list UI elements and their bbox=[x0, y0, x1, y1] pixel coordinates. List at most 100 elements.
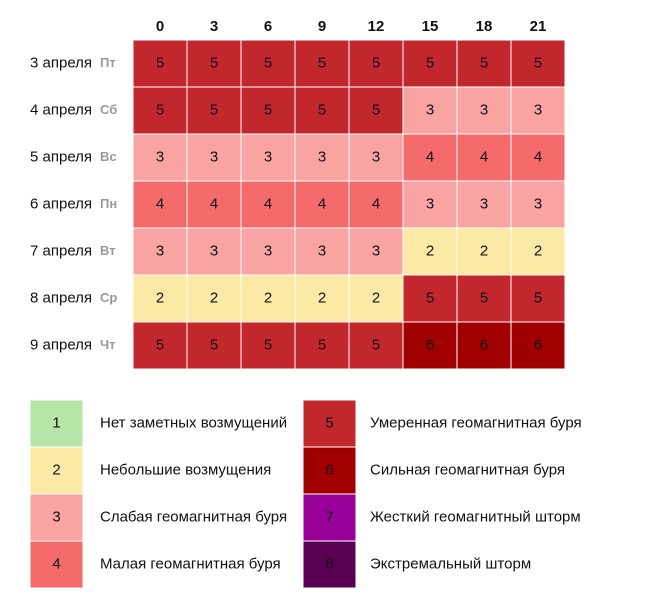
cell-value: 2 bbox=[480, 242, 488, 259]
row-date: 9 апреля bbox=[30, 336, 92, 353]
cell-value: 5 bbox=[318, 336, 326, 353]
legend-value: 7 bbox=[325, 508, 333, 525]
row-date: 8 апреля bbox=[30, 289, 92, 306]
cell-value: 2 bbox=[156, 289, 164, 306]
legend-label: Нет заметных возмущений bbox=[100, 414, 287, 431]
heat-cell bbox=[348, 321, 404, 370]
heat-cell bbox=[240, 133, 296, 182]
cell-value: 5 bbox=[534, 289, 542, 306]
cell-value: 4 bbox=[156, 195, 164, 212]
column-header: 12 bbox=[368, 18, 385, 35]
heat-cell bbox=[132, 133, 188, 182]
legend-label: Умеренная геомагнитная буря bbox=[370, 414, 582, 431]
cell-value: 3 bbox=[210, 242, 218, 259]
row-weekday: Чт bbox=[100, 337, 116, 352]
cell-value: 5 bbox=[426, 289, 434, 306]
cell-value: 5 bbox=[372, 54, 380, 71]
cell-value: 5 bbox=[156, 101, 164, 118]
cell-value: 4 bbox=[264, 195, 272, 212]
column-header: 15 bbox=[422, 18, 439, 35]
heat-cell bbox=[132, 39, 188, 88]
heat-cell bbox=[510, 227, 566, 276]
cell-value: 5 bbox=[480, 54, 488, 71]
heat-cell bbox=[456, 274, 512, 323]
cell-value: 4 bbox=[480, 148, 488, 165]
heat-cell bbox=[132, 321, 188, 370]
heat-cell bbox=[348, 180, 404, 229]
cell-value: 2 bbox=[318, 289, 326, 306]
row-date: 7 апреля bbox=[30, 242, 92, 259]
cell-value: 3 bbox=[264, 242, 272, 259]
cell-value: 3 bbox=[372, 242, 380, 259]
legend-value: 4 bbox=[52, 555, 60, 572]
legend-value: 3 bbox=[52, 508, 60, 525]
cell-value: 2 bbox=[534, 242, 542, 259]
cell-value: 5 bbox=[480, 289, 488, 306]
cell-value: 3 bbox=[210, 148, 218, 165]
heat-cell bbox=[402, 86, 458, 135]
heat-cell bbox=[186, 39, 242, 88]
cell-value: 3 bbox=[264, 148, 272, 165]
heat-cell bbox=[402, 274, 458, 323]
heat-cell bbox=[240, 274, 296, 323]
column-header: 18 bbox=[476, 18, 493, 35]
cell-value: 3 bbox=[156, 242, 164, 259]
heat-cell bbox=[348, 227, 404, 276]
cell-value: 3 bbox=[372, 148, 380, 165]
cell-value: 5 bbox=[264, 336, 272, 353]
heat-cell bbox=[402, 133, 458, 182]
column-header: 21 bbox=[530, 18, 547, 35]
legend-swatch bbox=[302, 540, 357, 589]
cell-value: 2 bbox=[210, 289, 218, 306]
cell-value: 5 bbox=[210, 336, 218, 353]
cell-value: 3 bbox=[480, 195, 488, 212]
cell-value: 4 bbox=[210, 195, 218, 212]
heat-cell bbox=[294, 227, 350, 276]
cell-value: 5 bbox=[264, 101, 272, 118]
column-header: 0 bbox=[156, 18, 164, 35]
cell-value: 2 bbox=[426, 242, 434, 259]
legend-value: 1 bbox=[52, 414, 60, 431]
heat-cell bbox=[294, 86, 350, 135]
row-weekday: Сб bbox=[100, 102, 117, 117]
row-date: 4 апреля bbox=[30, 101, 92, 118]
heat-cell bbox=[186, 133, 242, 182]
heat-cell bbox=[348, 133, 404, 182]
legend-value: 6 bbox=[325, 461, 333, 478]
cell-value: 5 bbox=[156, 336, 164, 353]
cell-value: 5 bbox=[534, 54, 542, 71]
heat-cell bbox=[348, 274, 404, 323]
cell-value: 3 bbox=[426, 195, 434, 212]
legend-label: Сильная геомагнитная буря bbox=[370, 461, 565, 478]
heat-cell bbox=[186, 274, 242, 323]
heat-cell bbox=[402, 39, 458, 88]
legend-swatch bbox=[29, 540, 84, 589]
legend-swatch bbox=[302, 399, 357, 448]
heat-cell bbox=[456, 227, 512, 276]
cell-value: 4 bbox=[426, 148, 434, 165]
legend-label: Жесткий геомагнитный шторм bbox=[370, 508, 581, 525]
heat-cell bbox=[510, 39, 566, 88]
cell-value: 5 bbox=[372, 101, 380, 118]
cell-value: 5 bbox=[318, 54, 326, 71]
heat-cell bbox=[456, 133, 512, 182]
legend-label: Малая геомагнитная буря bbox=[100, 555, 281, 572]
cell-value: 3 bbox=[426, 101, 434, 118]
row-weekday: Вт bbox=[100, 243, 116, 258]
cell-value: 2 bbox=[264, 289, 272, 306]
cell-value: 6 bbox=[426, 336, 434, 353]
heat-cell bbox=[294, 133, 350, 182]
column-header: 6 bbox=[264, 18, 272, 35]
heat-cell bbox=[510, 133, 566, 182]
legend-label: Экстремальный шторм bbox=[370, 555, 531, 572]
heat-cell bbox=[510, 86, 566, 135]
column-header: 9 bbox=[318, 18, 326, 35]
cell-value: 5 bbox=[210, 54, 218, 71]
heat-cell bbox=[186, 86, 242, 135]
heat-cell bbox=[186, 321, 242, 370]
cell-value: 5 bbox=[156, 54, 164, 71]
heat-cell bbox=[510, 321, 566, 370]
heat-cell bbox=[456, 180, 512, 229]
cell-value: 4 bbox=[318, 195, 326, 212]
legend-value: 2 bbox=[52, 461, 60, 478]
